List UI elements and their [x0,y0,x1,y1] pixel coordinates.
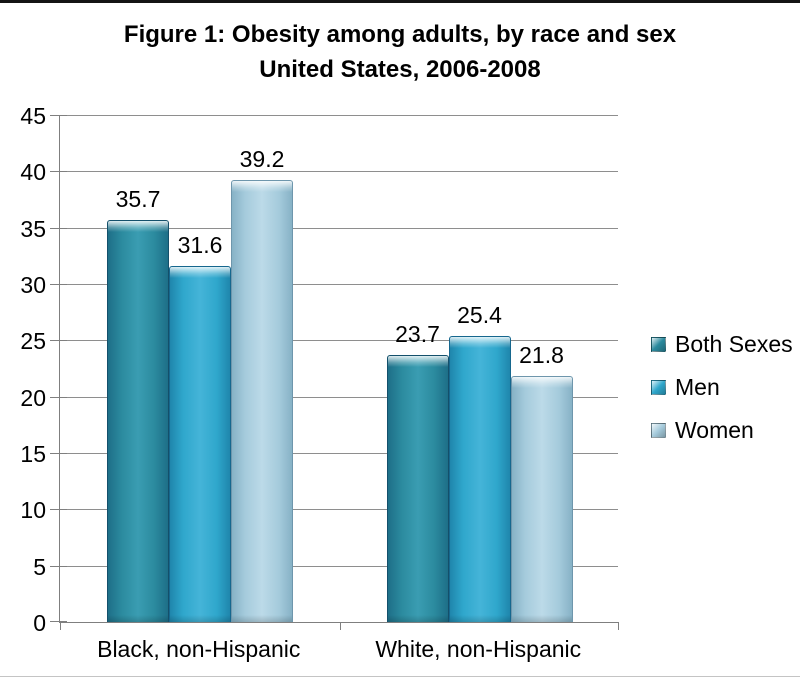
bar-value-label: 31.6 [177,231,223,258]
y-tick-label: 35 [20,215,46,242]
gridline [60,565,618,567]
legend-item: Men [651,374,793,401]
bar-value-label: 39.2 [239,146,285,173]
y-tick-label: 15 [20,441,46,467]
y-tick-label: 5 [33,553,46,580]
y-tick-label: 40 [20,159,46,186]
legend-swatch [651,380,666,395]
legend-item: Women [651,417,793,444]
bar-value-label: 23.7 [395,320,440,347]
y-tick-mark [50,284,67,285]
bar-value-label: 35.7 [115,185,161,212]
y-tick-label: 30 [20,272,46,298]
y-tick-mark [50,396,67,398]
chart-title-line1: Figure 1: Obesity among adults, by race … [123,21,677,48]
gridline [60,227,618,229]
bar [448,335,511,623]
chart-title: Figure 1: Obesity among adults, by race … [0,17,800,87]
gridline [60,509,618,511]
bar [510,376,573,622]
gridline [60,284,618,285]
y-tick-mark [50,509,67,511]
gridline [60,115,618,116]
category-label: Black, non-Hispanic [97,636,301,662]
legend-item: Both Sexes [651,331,793,358]
category-label: White, non-Hispanic [375,636,582,662]
chart-title-line2: United States, 2006-2008 [259,56,541,83]
bar [169,265,231,623]
y-tick-mark [50,171,67,173]
y-tick-mark [50,340,67,342]
gridline [60,453,618,454]
axis-boundary-tick [618,622,619,630]
y-tick-mark [50,453,67,454]
y-tick-label: 25 [20,328,46,355]
legend-label: Both Sexes [675,331,793,357]
y-tick-mark [50,227,67,229]
y-tick-label: 20 [20,384,46,411]
y-tick-mark [50,565,67,567]
plot-area: 35.7 31.6 39.2 23.7 25.4 21.8 [50,115,619,630]
bar [107,219,169,623]
y-tick-mark [50,115,67,116]
y-tick-label: 0 [33,610,46,636]
legend-label: Men [675,374,720,400]
y-axis-labels: 0 5 10 15 20 25 30 35 40 45 [0,103,46,636]
y-tick-label: 45 [20,103,46,129]
bar-value-label: 25.4 [457,301,502,328]
legend-swatch [651,337,666,352]
gridline [60,171,618,173]
axis-boundary-tick [339,622,341,630]
legend: Both Sexes Men Women [651,331,793,460]
gridline [60,340,618,342]
bar-value-label: 21.8 [519,342,564,369]
x-axis-labels: Black, non-Hispanic White, non-Hispanic [59,636,618,668]
axis-boundary-tick [60,622,61,630]
legend-label: Women [675,417,754,443]
bar [386,354,449,623]
bar [231,180,293,622]
y-tick-label: 10 [20,497,46,524]
y-tick-mark [50,621,67,622]
legend-swatch [651,423,666,438]
gridline [60,396,618,398]
